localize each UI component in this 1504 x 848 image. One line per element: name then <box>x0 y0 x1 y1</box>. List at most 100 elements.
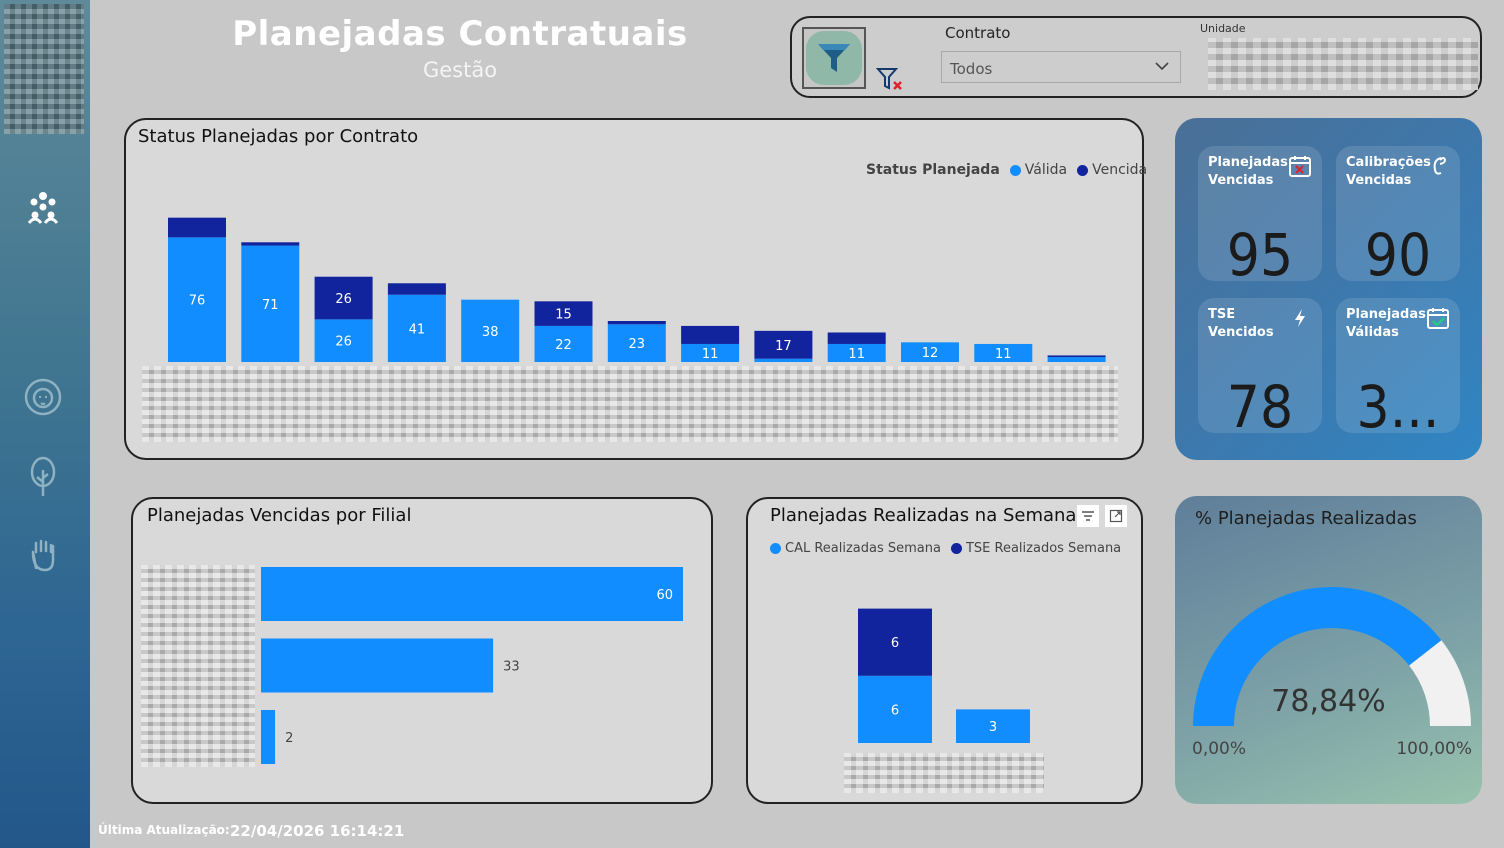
bar-valida[interactable] <box>754 358 813 362</box>
filial-bar-label: 33 <box>503 660 520 675</box>
status-contrato-chart: 76 71 26 26 41 38 22 15 23 11 17 11 12 11 <box>168 217 1106 362</box>
semana-legend: CAL Realizadas Semana TSE Realizados Sem… <box>770 541 1121 556</box>
legend-vencida[interactable]: Vencida <box>1092 162 1148 178</box>
gauge-panel: % Planejadas Realizadas 78,84% 0,00% 100… <box>1175 496 1482 804</box>
kpi-value: 78 <box>1226 373 1294 441</box>
filter-visual-icon[interactable] <box>1077 505 1099 527</box>
filial-panel: Planejadas Vencidas por Filial 60 33 2 <box>131 497 713 804</box>
bar-vencida[interactable] <box>681 325 740 344</box>
gauge-value-arc[interactable] <box>1193 587 1442 726</box>
cal-bar[interactable] <box>858 675 932 743</box>
legend-dot-tse <box>950 543 962 554</box>
bar-valida[interactable] <box>607 324 666 362</box>
bar-vencida[interactable] <box>314 276 373 320</box>
lightning-icon <box>1295 309 1305 327</box>
semana-chart: 6 6 3 <box>858 608 1030 743</box>
kpi-value: 3... <box>1356 373 1440 441</box>
filial-bar-label: 60 <box>656 588 673 603</box>
bar-valida[interactable] <box>827 343 886 362</box>
kpi-value: 90 <box>1364 221 1432 289</box>
bar-label: 41 <box>409 322 426 337</box>
kpi-calibracoes-vencidas: Calibrações Vencidas 90 <box>1336 146 1460 289</box>
bar-label: 23 <box>629 337 646 352</box>
calendar-x-icon <box>1289 156 1311 177</box>
cal-bar-label: 3 <box>989 720 997 735</box>
bar-vencida[interactable] <box>534 301 593 326</box>
filial-title: Planejadas Vencidas por Filial <box>147 505 412 526</box>
cal-bar-label: 6 <box>891 703 899 718</box>
legend-valida[interactable]: Válida <box>1024 162 1068 178</box>
funnel-icon <box>818 44 850 72</box>
bar-vencida[interactable] <box>754 330 813 359</box>
semana-axis-labels-blurred <box>844 753 1044 793</box>
kpi-tse-vencidos: TSE Vencidos 78 <box>1198 298 1322 441</box>
bar-valida[interactable] <box>681 343 740 362</box>
bar-label: 17 <box>775 339 792 354</box>
update-value: 22/04/2026 16:14:21 <box>230 822 405 840</box>
tse-bar[interactable] <box>858 608 932 676</box>
semana-title: Planejadas Realizadas na Semana <box>770 505 1077 526</box>
bar-vencida[interactable] <box>607 321 666 325</box>
legend-tse[interactable]: TSE Realizados Semana <box>965 541 1122 556</box>
kpi-planejadas-validas: Planejadas Válidas 3... <box>1336 298 1460 441</box>
bar-vencida[interactable] <box>241 242 300 246</box>
kpi-panel: Planejadas Vencidas 95 Calibrações Venci… <box>1175 118 1482 460</box>
cal-bar[interactable] <box>956 709 1030 743</box>
clear-filter-icon[interactable] <box>875 66 904 92</box>
filial-bar[interactable] <box>261 638 494 693</box>
bar-label: 38 <box>482 325 499 340</box>
bar-vencida[interactable] <box>387 283 446 295</box>
hand-icon[interactable] <box>22 534 64 576</box>
focus-mode-icon[interactable] <box>1105 505 1127 527</box>
unidade-slicer-blurred[interactable] <box>1208 38 1478 90</box>
bar-label: 76 <box>189 294 206 309</box>
bar-valida[interactable] <box>168 237 226 362</box>
kpi-planejadas-vencidas: Planejadas Vencidas 95 <box>1198 146 1322 289</box>
bar-valida[interactable] <box>461 299 520 362</box>
update-label: Última Atualização: <box>98 823 230 837</box>
unidade-label: Unidade <box>1200 22 1246 35</box>
legend-cal[interactable]: CAL Realizadas Semana <box>785 541 941 556</box>
kpi-label: Planejadas Válidas <box>1346 307 1426 340</box>
bar-valida[interactable] <box>241 245 300 362</box>
bar-label: 71 <box>262 298 279 313</box>
bar-label: 22 <box>555 338 572 353</box>
bar-label: 15 <box>555 308 572 323</box>
bar-label: 26 <box>335 335 352 350</box>
bar-label: 11 <box>848 347 865 362</box>
chevron-down-icon <box>1155 62 1169 71</box>
kpi-label: Calibrações Vencidas <box>1346 155 1431 188</box>
gauge-min: 0,00% <box>1192 739 1247 759</box>
bar-valida[interactable] <box>387 294 446 362</box>
bar-valida[interactable] <box>974 343 1033 362</box>
filial-chart: 60 33 2 <box>261 567 683 764</box>
bar-valida[interactable] <box>314 319 373 362</box>
gauge-title: % Planejadas Realizadas <box>1195 508 1417 529</box>
filter-panel-button[interactable] <box>802 27 866 89</box>
filial-bar[interactable] <box>261 710 276 764</box>
gauge-value: 78,84% <box>1271 684 1386 719</box>
team-icon[interactable] <box>22 186 64 228</box>
filial-bar[interactable] <box>261 567 683 621</box>
bar-vencida[interactable] <box>827 332 886 344</box>
filter-box: Contrato Todos Unidade <box>790 16 1482 98</box>
tree-icon[interactable] <box>22 456 64 498</box>
bar-valida[interactable] <box>534 325 593 362</box>
bar-vencida[interactable] <box>1047 355 1106 358</box>
bar-label: 11 <box>702 347 719 362</box>
status-contrato-title: Status Planejadas por Contrato <box>138 126 419 147</box>
kpi-label: Planejadas Vencidas <box>1208 155 1288 188</box>
kpi-value: 95 <box>1226 221 1294 289</box>
bar-label: 12 <box>922 346 939 361</box>
bar-label: 26 <box>335 292 352 307</box>
bar-valida[interactable] <box>901 342 959 362</box>
bar-valida[interactable] <box>1047 357 1106 362</box>
bar-vencida[interactable] <box>168 217 226 238</box>
lion-icon[interactable] <box>22 376 64 418</box>
gauge-max: 100,00% <box>1396 739 1472 759</box>
tse-bar-label: 6 <box>891 636 899 651</box>
contrato-dropdown[interactable]: Todos <box>941 51 1181 83</box>
filial-axis-labels-blurred <box>141 565 255 767</box>
gauge-track-arc[interactable] <box>1409 640 1471 726</box>
calibration-icon <box>1433 157 1447 175</box>
